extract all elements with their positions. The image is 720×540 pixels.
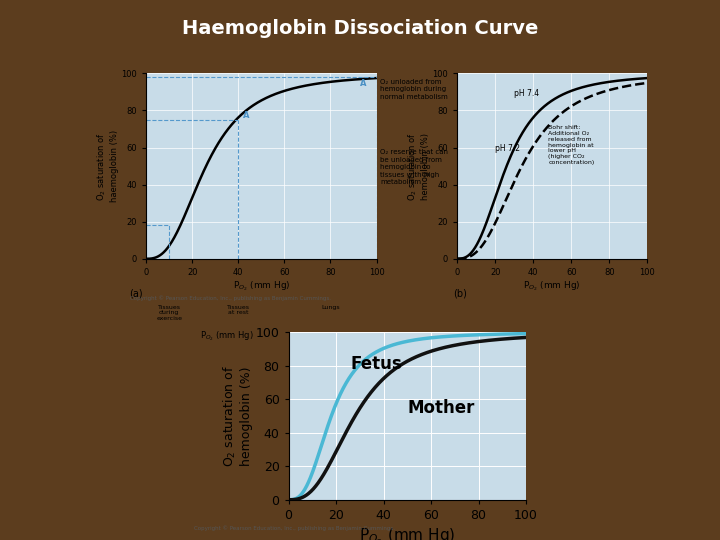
- Text: O₂ unloaded from
hemoglobin during
normal metabolism: O₂ unloaded from hemoglobin during norma…: [380, 79, 448, 100]
- X-axis label: P$_{O_2}$ (mm Hg): P$_{O_2}$ (mm Hg): [523, 280, 581, 293]
- X-axis label: P$_{O_2}$ (mm Hg): P$_{O_2}$ (mm Hg): [233, 280, 290, 293]
- Text: Lungs: Lungs: [321, 305, 340, 309]
- Text: Bohr shift:
Additional O₂
released from
hemoglobin at
lower pH
(higher CO₂
conce: Bohr shift: Additional O₂ released from …: [549, 125, 595, 165]
- Y-axis label: O$_2$ saturation of
haemoglobin (%): O$_2$ saturation of haemoglobin (%): [96, 130, 119, 202]
- Text: (b): (b): [454, 289, 467, 299]
- Y-axis label: O$_2$ saturation of
hemoglobin (%): O$_2$ saturation of hemoglobin (%): [222, 365, 253, 467]
- Text: P$_{O_2}$ (mm Hg): P$_{O_2}$ (mm Hg): [200, 329, 253, 342]
- Text: pH 7.2: pH 7.2: [495, 144, 521, 153]
- Text: Copyright © Pearson Education, Inc., publishing as Benjamin Cummings.: Copyright © Pearson Education, Inc., pub…: [130, 296, 330, 301]
- Text: (a): (a): [130, 289, 143, 299]
- Text: Tissues
at rest: Tissues at rest: [227, 305, 250, 315]
- Text: Mother: Mother: [408, 399, 474, 417]
- X-axis label: P$_{O_2}$ (mm Hg): P$_{O_2}$ (mm Hg): [359, 526, 456, 540]
- Text: O₂ reserve that can
be unloaded from
hemoglobin to
tissues with high
metabolism: O₂ reserve that can be unloaded from hem…: [380, 149, 448, 185]
- Text: Haemoglobin Dissociation Curve: Haemoglobin Dissociation Curve: [182, 19, 538, 38]
- Text: Tissues
during
exercise: Tissues during exercise: [156, 305, 182, 321]
- Text: A: A: [243, 111, 249, 120]
- Text: Fetus: Fetus: [351, 355, 402, 373]
- Text: pH 7.4: pH 7.4: [514, 89, 539, 98]
- Text: A: A: [361, 79, 367, 89]
- Text: Copyright © Pearson Education, Inc., publishing as Benjamin Cummings.: Copyright © Pearson Education, Inc., pub…: [194, 525, 395, 531]
- Y-axis label: O$_2$ saturation of
hemoglobin (%): O$_2$ saturation of hemoglobin (%): [407, 132, 430, 200]
